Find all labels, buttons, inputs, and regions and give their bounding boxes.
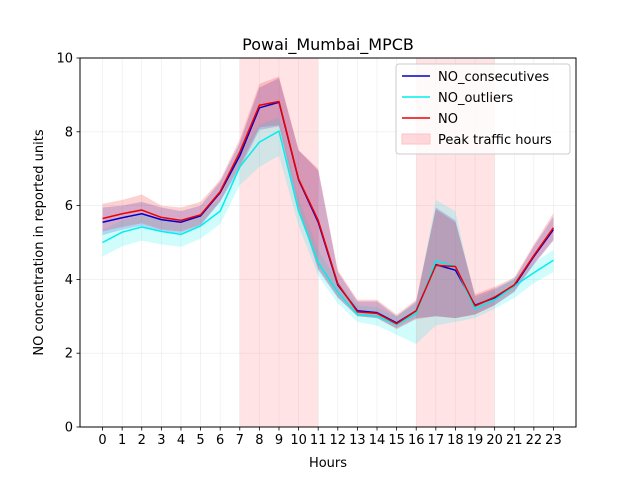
x-tick-label: 22 — [526, 433, 543, 448]
x-tick-label: 0 — [98, 433, 106, 448]
x-tick-label: 16 — [408, 433, 425, 448]
chart-title: Powai_Mumbai_MPCB — [242, 35, 414, 55]
y-tick-label: 0 — [65, 421, 73, 436]
x-tick-label: 10 — [290, 433, 307, 448]
x-tick-label: 17 — [428, 433, 445, 448]
legend-frame — [395, 63, 571, 155]
y-axis-label: NO concentration in reported units — [32, 129, 47, 356]
x-tick-label: 14 — [369, 433, 386, 448]
x-tick-label: 11 — [310, 433, 327, 448]
legend-label: NO_consecutives — [438, 70, 549, 85]
y-tick-label: 10 — [56, 52, 73, 67]
x-tick-label: 3 — [157, 433, 165, 448]
x-tick-label: 4 — [177, 433, 185, 448]
series-line-no — [102, 100, 555, 325]
x-tick-label: 5 — [196, 433, 204, 448]
legend-swatch-peak — [401, 133, 431, 145]
series-line-no-outliers — [102, 130, 554, 326]
y-tick-label: 2 — [65, 347, 73, 362]
legend-label: NO_outliers — [438, 91, 513, 106]
y-tick-label: 8 — [65, 125, 73, 140]
y-tick-label: 4 — [65, 273, 73, 288]
x-tick-label: 7 — [236, 433, 244, 448]
plot-area-frame — [79, 57, 577, 428]
legend-label-peak: Peak traffic hours — [438, 133, 552, 148]
y-tick-label: 6 — [65, 199, 73, 214]
x-tick-label: 23 — [545, 433, 562, 448]
x-tick-label: 13 — [349, 433, 366, 448]
x-tick-label: 1 — [118, 433, 126, 448]
x-tick-label: 19 — [467, 433, 484, 448]
x-tick-label: 12 — [330, 433, 347, 448]
x-tick-label: 9 — [275, 433, 283, 448]
x-tick-label: 18 — [447, 433, 464, 448]
x-tick-label: 21 — [506, 433, 523, 448]
x-tick-label: 2 — [138, 433, 146, 448]
x-axis-label: Hours — [309, 456, 347, 471]
x-tick-label: 15 — [388, 433, 405, 448]
x-tick-label: 8 — [255, 433, 263, 448]
x-tick-label: 6 — [216, 433, 224, 448]
x-tick-label: 20 — [486, 433, 503, 448]
band-no-outliers — [102, 117, 554, 344]
legend: NO_consecutives NO_outliers NO Peak traffic… — [395, 63, 571, 155]
legend-label: NO — [438, 112, 458, 127]
